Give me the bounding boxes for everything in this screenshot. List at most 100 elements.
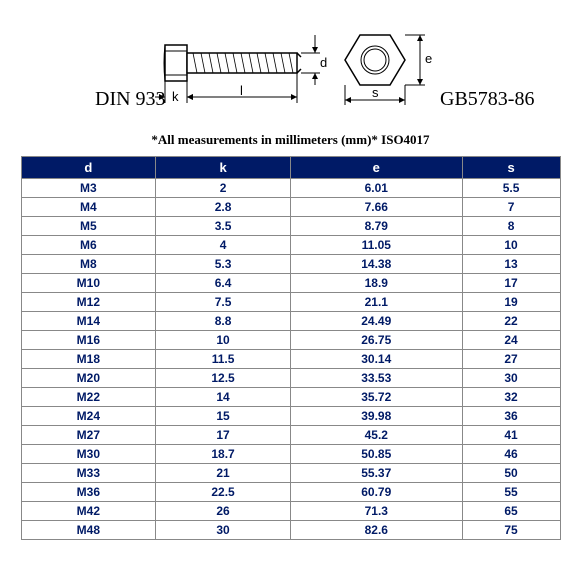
col-s: s <box>462 157 560 179</box>
table-cell: 7.66 <box>290 198 462 217</box>
table-cell: 46 <box>462 445 560 464</box>
table-cell: 6.4 <box>156 274 291 293</box>
table-cell: 11.5 <box>156 350 291 369</box>
col-d: d <box>21 157 156 179</box>
standard-right: GB5783-86 <box>440 88 534 111</box>
table-cell: 21.1 <box>290 293 462 312</box>
table-cell: 18.9 <box>290 274 462 293</box>
table-cell: 4 <box>156 236 291 255</box>
table-row: M85.314.3813 <box>21 255 560 274</box>
table-cell: 30.14 <box>290 350 462 369</box>
dim-l: l <box>240 83 243 98</box>
table-cell: 55 <box>462 483 560 502</box>
table-cell: 15 <box>156 407 291 426</box>
table-row: M422671.365 <box>21 502 560 521</box>
table-row: M2012.533.5330 <box>21 369 560 388</box>
table-cell: M14 <box>21 312 156 331</box>
table-cell: 14 <box>156 388 291 407</box>
table-cell: 24 <box>462 331 560 350</box>
table-cell: M27 <box>21 426 156 445</box>
table-row: M332155.3750 <box>21 464 560 483</box>
table-cell: 82.6 <box>290 521 462 540</box>
table-cell: 36 <box>462 407 560 426</box>
table-cell: 2.8 <box>156 198 291 217</box>
table-cell: 39.98 <box>290 407 462 426</box>
table-cell: 7 <box>462 198 560 217</box>
table-row: M161026.7524 <box>21 331 560 350</box>
table-cell: 35.72 <box>290 388 462 407</box>
table-cell: M42 <box>21 502 156 521</box>
table-cell: 71.3 <box>290 502 462 521</box>
table-cell: M16 <box>21 331 156 350</box>
table-cell: 17 <box>462 274 560 293</box>
table-cell: M48 <box>21 521 156 540</box>
table-cell: M5 <box>21 217 156 236</box>
table-cell: 14.38 <box>290 255 462 274</box>
dim-s: s <box>372 85 379 100</box>
table-cell: 19 <box>462 293 560 312</box>
table-cell: 30 <box>462 369 560 388</box>
table-cell: 10 <box>462 236 560 255</box>
table-row: M42.87.667 <box>21 198 560 217</box>
table-cell: 21 <box>156 464 291 483</box>
table-cell: M20 <box>21 369 156 388</box>
bolt-top-view: e s <box>330 15 440 115</box>
table-row: M127.521.119 <box>21 293 560 312</box>
table-cell: 2 <box>156 179 291 198</box>
table-row: M6411.0510 <box>21 236 560 255</box>
dim-k: k <box>172 89 179 104</box>
table-cell: 50.85 <box>290 445 462 464</box>
table-cell: 30 <box>156 521 291 540</box>
table-cell: 50 <box>462 464 560 483</box>
bolt-side-view: d k l <box>155 25 335 120</box>
table-cell: M33 <box>21 464 156 483</box>
table-cell: 60.79 <box>290 483 462 502</box>
table-cell: 65 <box>462 502 560 521</box>
table-cell: 27 <box>462 350 560 369</box>
table-row: M271745.241 <box>21 426 560 445</box>
table-row: M483082.675 <box>21 521 560 540</box>
table-header-row: d k e s <box>21 157 560 179</box>
table-cell: M24 <box>21 407 156 426</box>
table-cell: 12.5 <box>156 369 291 388</box>
table-cell: 10 <box>156 331 291 350</box>
table-row: M53.58.798 <box>21 217 560 236</box>
table-cell: 17 <box>156 426 291 445</box>
table-row: M148.824.4922 <box>21 312 560 331</box>
table-row: M1811.530.1427 <box>21 350 560 369</box>
table-cell: 6.01 <box>290 179 462 198</box>
table-row: M106.418.917 <box>21 274 560 293</box>
col-k: k <box>156 157 291 179</box>
caption: *All measurements in millimeters (mm)* I… <box>10 132 571 148</box>
table-row: M326.015.5 <box>21 179 560 198</box>
dim-e: e <box>425 51 432 66</box>
table-cell: M12 <box>21 293 156 312</box>
table-cell: 8.79 <box>290 217 462 236</box>
table-cell: 22.5 <box>156 483 291 502</box>
table-cell: M8 <box>21 255 156 274</box>
table-cell: M30 <box>21 445 156 464</box>
table-cell: 45.2 <box>290 426 462 445</box>
standard-left: DIN 933 <box>95 88 166 111</box>
table-cell: 11.05 <box>290 236 462 255</box>
table-cell: M18 <box>21 350 156 369</box>
table-cell: 8.8 <box>156 312 291 331</box>
table-cell: 55.37 <box>290 464 462 483</box>
table-row: M3018.750.8546 <box>21 445 560 464</box>
table-cell: 5.3 <box>156 255 291 274</box>
table-cell: 24.49 <box>290 312 462 331</box>
table-cell: M4 <box>21 198 156 217</box>
table-cell: M3 <box>21 179 156 198</box>
table-cell: 41 <box>462 426 560 445</box>
table-cell: 33.53 <box>290 369 462 388</box>
table-cell: 32 <box>462 388 560 407</box>
table-cell: M22 <box>21 388 156 407</box>
table-cell: 7.5 <box>156 293 291 312</box>
table-cell: M10 <box>21 274 156 293</box>
table-cell: M6 <box>21 236 156 255</box>
table-row: M3622.560.7955 <box>21 483 560 502</box>
dim-d: d <box>320 55 327 70</box>
col-e: e <box>290 157 462 179</box>
table-cell: 75 <box>462 521 560 540</box>
table-row: M241539.9836 <box>21 407 560 426</box>
